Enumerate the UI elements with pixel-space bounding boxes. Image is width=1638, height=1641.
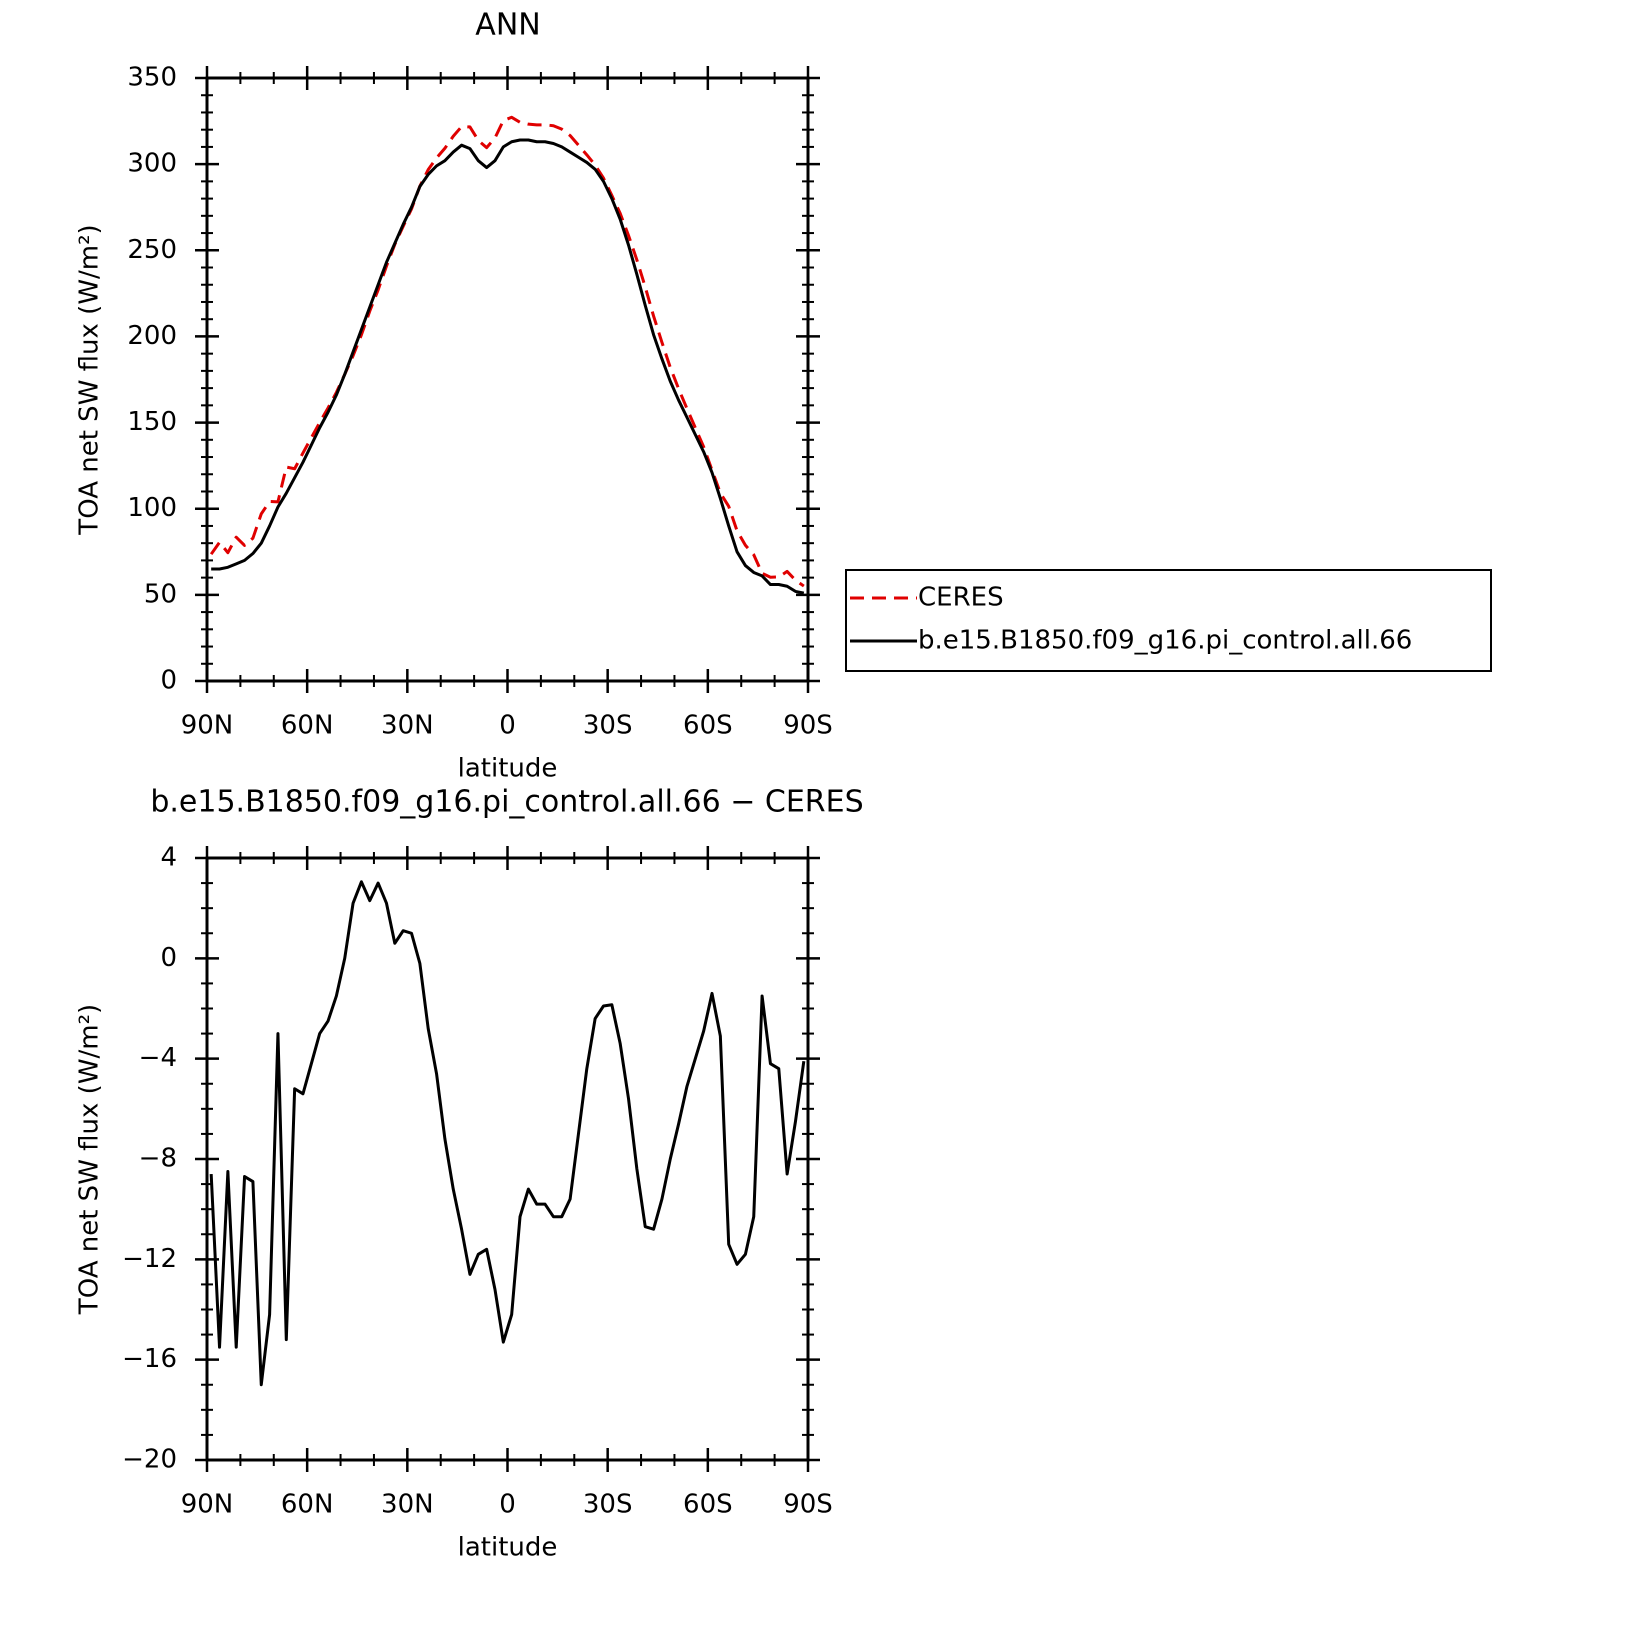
y-tick-label: −16 — [122, 1344, 177, 1374]
legend-label: b.e15.B1850.f09_g16.pi_control.all.66 — [918, 626, 1412, 656]
x-tick-label: 60S — [683, 711, 733, 741]
x-axis-label: latitude — [458, 1533, 558, 1563]
data-line — [209, 115, 805, 588]
y-axis-label: TOA net SW flux (W/m²) — [75, 1004, 105, 1315]
x-tick-label: 30S — [583, 711, 633, 741]
y-tick-label: −8 — [139, 1144, 177, 1174]
x-tick-label: 90S — [783, 1490, 833, 1520]
legend-box — [845, 569, 1492, 672]
y-tick-label: 100 — [127, 493, 177, 523]
chart-title: b.e15.B1850.f09_g16.pi_control.all.66 − … — [150, 785, 863, 820]
data-line — [209, 880, 806, 1387]
y-tick-label: 200 — [127, 321, 177, 351]
data-line — [211, 138, 805, 595]
y-tick-label: 250 — [127, 235, 177, 265]
x-tick-label: 30S — [583, 1490, 633, 1520]
y-tick-label: 0 — [160, 943, 177, 973]
y-tick-label: −4 — [139, 1043, 177, 1073]
y-tick-label: 50 — [144, 579, 177, 609]
x-tick-label: 0 — [499, 711, 516, 741]
x-tick-label: 90S — [783, 711, 833, 741]
x-tick-label: 0 — [499, 1490, 516, 1520]
x-tick-label: 90N — [181, 1490, 234, 1520]
plot-frame — [205, 856, 810, 1462]
y-tick-label: 4 — [160, 843, 177, 873]
y-tick-label: −20 — [122, 1445, 177, 1475]
legend-label: CERES — [918, 583, 1004, 613]
plot-frame — [205, 76, 810, 683]
x-tick-label: 60N — [281, 711, 334, 741]
y-tick-label: 350 — [127, 63, 177, 93]
x-axis-label: latitude — [458, 754, 558, 784]
x-tick-label: 60N — [281, 1490, 334, 1520]
y-tick-label: −12 — [122, 1244, 177, 1274]
x-tick-label: 30N — [381, 1490, 434, 1520]
y-tick-label: 150 — [127, 407, 177, 437]
x-tick-label: 60S — [683, 1490, 733, 1520]
y-axis-label: TOA net SW flux (W/m²) — [75, 224, 105, 535]
chart-title: ANN — [475, 8, 540, 43]
x-tick-label: 90N — [181, 711, 234, 741]
y-tick-label: 0 — [160, 666, 177, 696]
x-tick-label: 30N — [381, 711, 434, 741]
y-tick-label: 300 — [127, 149, 177, 179]
